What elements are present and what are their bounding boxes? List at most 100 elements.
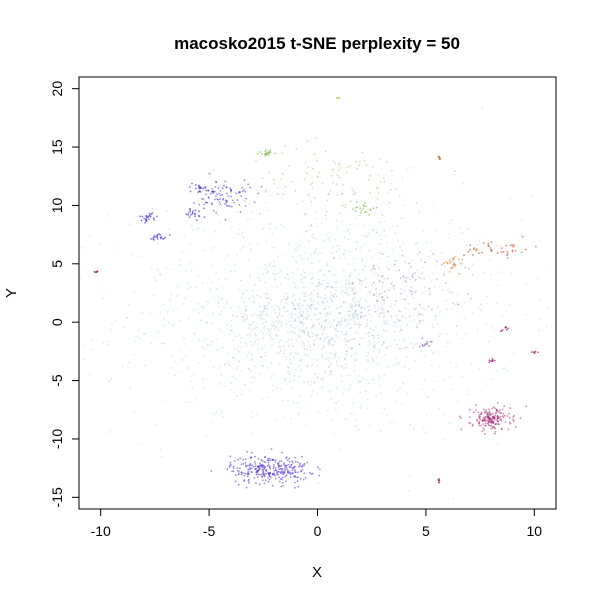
data-point xyxy=(224,363,227,366)
data-point xyxy=(356,167,359,170)
data-point xyxy=(241,231,244,234)
data-point xyxy=(437,155,440,158)
data-point xyxy=(210,281,213,283)
data-point xyxy=(252,321,255,324)
data-point xyxy=(340,321,343,324)
data-point xyxy=(297,402,299,404)
cluster-magenta-far-right xyxy=(530,350,539,354)
data-point xyxy=(108,432,111,435)
data-point xyxy=(350,347,353,350)
data-point xyxy=(402,382,405,385)
data-point xyxy=(326,300,328,303)
data-point xyxy=(213,413,216,415)
data-point xyxy=(279,363,281,366)
data-point xyxy=(332,433,335,436)
data-point xyxy=(292,387,294,390)
data-point xyxy=(338,96,341,99)
data-point xyxy=(357,318,359,321)
data-point xyxy=(455,365,458,368)
data-point xyxy=(510,273,512,275)
data-point xyxy=(418,303,421,306)
data-point xyxy=(223,277,226,280)
data-point xyxy=(238,289,241,291)
data-point xyxy=(335,402,338,404)
data-point xyxy=(206,201,209,204)
data-point xyxy=(163,342,166,345)
cluster-purple-band xyxy=(316,251,474,329)
data-point xyxy=(339,167,342,169)
data-point xyxy=(264,351,267,354)
data-point xyxy=(324,294,326,297)
data-point xyxy=(486,383,489,385)
data-point xyxy=(423,277,425,280)
data-point xyxy=(358,301,361,304)
data-point xyxy=(288,380,291,383)
data-point xyxy=(328,236,330,239)
data-point xyxy=(336,174,339,177)
data-point xyxy=(243,313,246,316)
data-point xyxy=(272,458,275,461)
data-point xyxy=(210,344,213,346)
data-point xyxy=(427,305,430,308)
data-point xyxy=(316,292,319,295)
data-point xyxy=(488,359,491,362)
data-point xyxy=(358,343,361,345)
data-point xyxy=(291,256,294,258)
data-point xyxy=(238,305,241,308)
data-point xyxy=(361,377,364,380)
data-point xyxy=(409,315,411,318)
data-point xyxy=(270,362,273,364)
data-point xyxy=(443,273,445,276)
data-point xyxy=(357,381,360,383)
data-point xyxy=(421,272,423,275)
data-point xyxy=(349,310,352,313)
data-point xyxy=(288,466,291,469)
data-point xyxy=(255,159,257,162)
data-point xyxy=(449,422,451,424)
data-point xyxy=(387,288,390,291)
data-point xyxy=(525,313,528,316)
data-point xyxy=(197,361,200,364)
data-point xyxy=(255,482,257,484)
data-point xyxy=(353,320,356,323)
data-point xyxy=(225,192,228,195)
data-point xyxy=(482,408,485,411)
data-point xyxy=(197,275,200,278)
data-point xyxy=(217,349,219,352)
data-point xyxy=(262,310,265,313)
data-point xyxy=(310,319,313,321)
data-point xyxy=(245,318,248,321)
data-point xyxy=(246,465,249,467)
data-point xyxy=(456,400,459,403)
data-point xyxy=(315,376,318,379)
data-point xyxy=(333,257,335,260)
data-point xyxy=(285,467,288,469)
data-point xyxy=(335,351,337,354)
data-point xyxy=(358,326,360,329)
data-point xyxy=(452,302,455,305)
data-point xyxy=(492,329,495,331)
data-point xyxy=(271,473,274,476)
data-point xyxy=(343,236,346,239)
data-point xyxy=(491,407,494,410)
data-point xyxy=(366,322,369,325)
data-point xyxy=(321,297,324,300)
data-point xyxy=(375,356,378,358)
data-point xyxy=(400,310,402,313)
data-point xyxy=(355,331,358,334)
y-axis-label: Y xyxy=(3,288,20,298)
data-point xyxy=(349,287,351,289)
data-point xyxy=(500,251,503,253)
data-point xyxy=(345,301,348,304)
data-point xyxy=(486,412,489,415)
data-point xyxy=(126,316,129,319)
data-point xyxy=(114,320,117,323)
data-point xyxy=(428,345,430,347)
data-point xyxy=(205,300,208,303)
data-point xyxy=(383,341,386,344)
data-point xyxy=(505,328,508,331)
data-point xyxy=(428,293,431,296)
data-point xyxy=(217,277,220,280)
data-point xyxy=(514,425,517,428)
data-point xyxy=(271,246,274,249)
